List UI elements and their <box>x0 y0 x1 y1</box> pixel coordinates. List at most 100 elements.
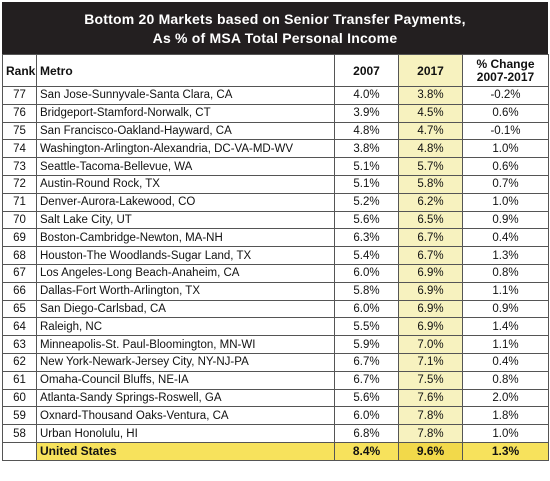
table-row: 66 Dallas-Fort Worth-Arlington, TX 5.8% 6.9… <box>2 281 549 301</box>
value-2017-cell: 6.9% <box>398 299 463 319</box>
value-2007-cell: 4.8% <box>334 121 399 141</box>
value-2017-cell: 7.0% <box>398 335 463 354</box>
metro-cell: Urban Honolulu, HI <box>36 424 335 443</box>
table-row: 73 Seattle-Tacoma-Bellevue, WA 5.1% 5.7% 0.6… <box>2 157 549 176</box>
header-metro: Metro <box>36 54 335 87</box>
rank-cell: 72 <box>2 174 37 194</box>
total-rank-cell <box>2 441 37 461</box>
metro-cell: Bridgeport-Stamford-Norwalk, CT <box>36 103 335 123</box>
value-2017-cell: 3.8% <box>398 86 463 105</box>
rank-cell: 62 <box>2 352 37 372</box>
header-change: % Change 2007-2017 <box>462 54 549 87</box>
rank-cell: 67 <box>2 263 37 283</box>
change-cell: 0.9% <box>462 210 549 230</box>
change-cell: 1.0% <box>462 139 549 159</box>
value-2007-cell: 5.5% <box>334 317 399 337</box>
table-row: 64 Raleigh, NC 5.5% 6.9% 1.4% <box>2 317 549 337</box>
value-2017-cell: 7.5% <box>398 370 463 390</box>
table-row: 77 San Jose-Sunnyvale-Santa Clara, CA 4.0%… <box>2 86 549 105</box>
metro-cell: Houston-The Woodlands-Sugar Land, TX <box>36 246 335 265</box>
value-2007-cell: 6.0% <box>334 299 399 319</box>
value-2007-cell: 5.8% <box>334 281 399 301</box>
change-cell: 0.8% <box>462 263 549 283</box>
value-2017-cell: 6.7% <box>398 228 463 248</box>
change-cell: 0.4% <box>462 352 549 372</box>
metro-cell: Raleigh, NC <box>36 317 335 337</box>
table-row: 62 New York-Newark-Jersey City, NY-NJ-PA 6… <box>2 352 549 372</box>
markets-table: Rank Metro 2007 2017 % Change 2007-2017 … <box>2 54 549 461</box>
metro-cell: San Francisco-Oakland-Hayward, CA <box>36 121 335 141</box>
rank-cell: 65 <box>2 299 37 319</box>
change-cell: 0.8% <box>462 370 549 390</box>
change-cell: 0.6% <box>462 157 549 176</box>
metro-cell: Salt Lake City, UT <box>36 210 335 230</box>
table-row: 59 Oxnard-Thousand Oaks-Ventura, CA 6.0% 7.… <box>2 406 549 426</box>
rank-cell: 69 <box>2 228 37 248</box>
rank-cell: 66 <box>2 281 37 301</box>
change-cell: 1.1% <box>462 335 549 354</box>
table-row: 74 Washington-Arlington-Alexandria, DC-VA… <box>2 139 549 159</box>
rank-cell: 71 <box>2 192 37 212</box>
value-2017-cell: 4.8% <box>398 139 463 159</box>
rank-cell: 68 <box>2 246 37 265</box>
total-2007-cell: 8.4% <box>334 441 399 461</box>
value-2007-cell: 5.6% <box>334 210 399 230</box>
rank-cell: 63 <box>2 335 37 354</box>
value-2017-cell: 7.8% <box>398 424 463 443</box>
value-2007-cell: 3.9% <box>334 103 399 123</box>
value-2017-cell: 7.6% <box>398 388 463 408</box>
value-2007-cell: 6.7% <box>334 352 399 372</box>
table-row: 58 Urban Honolulu, HI 6.8% 7.8% 1.0% <box>2 424 549 443</box>
table-row: 75 San Francisco-Oakland-Hayward, CA 4.8% 4… <box>2 121 549 141</box>
value-2007-cell: 5.1% <box>334 174 399 194</box>
table-row: 61 Omaha-Council Bluffs, NE-IA 6.7% 7.5% 0.8… <box>2 370 549 390</box>
total-metro-cell: United States <box>36 441 335 461</box>
change-cell: 1.0% <box>462 192 549 212</box>
table-body: 77 San Jose-Sunnyvale-Santa Clara, CA 4.0%… <box>2 86 549 461</box>
value-2017-cell: 6.5% <box>398 210 463 230</box>
total-change-cell: 1.3% <box>462 441 549 461</box>
value-2007-cell: 3.8% <box>334 139 399 159</box>
change-cell: 0.9% <box>462 299 549 319</box>
value-2017-cell: 6.9% <box>398 317 463 337</box>
value-2017-cell: 4.7% <box>398 121 463 141</box>
metro-cell: Seattle-Tacoma-Bellevue, WA <box>36 157 335 176</box>
value-2007-cell: 5.6% <box>334 388 399 408</box>
title-line-2: As % of MSA Total Personal Income <box>152 30 398 46</box>
rank-cell: 60 <box>2 388 37 408</box>
rank-cell: 58 <box>2 424 37 443</box>
rank-cell: 76 <box>2 103 37 123</box>
change-cell: 0.4% <box>462 228 549 248</box>
metro-cell: Denver-Aurora-Lakewood, CO <box>36 192 335 212</box>
rank-cell: 61 <box>2 370 37 390</box>
change-cell: 0.6% <box>462 103 549 123</box>
metro-cell: Minneapolis-St. Paul-Bloomington, MN-WI <box>36 335 335 354</box>
header-row: Rank Metro 2007 2017 % Change 2007-2017 <box>2 54 549 87</box>
metro-cell: Washington-Arlington-Alexandria, DC-VA-M… <box>36 139 335 159</box>
total-2017-cell: 9.6% <box>398 441 463 461</box>
table-row: 68 Houston-The Woodlands-Sugar Land, TX 5.… <box>2 246 549 265</box>
value-2007-cell: 5.4% <box>334 246 399 265</box>
value-2007-cell: 6.7% <box>334 370 399 390</box>
change-cell: -0.1% <box>462 121 549 141</box>
rank-cell: 77 <box>2 86 37 105</box>
metro-cell: San Diego-Carlsbad, CA <box>36 299 335 319</box>
header-rank: Rank <box>2 54 37 87</box>
header-change-line-1: % Change <box>476 56 535 71</box>
value-2007-cell: 6.3% <box>334 228 399 248</box>
change-cell: 1.0% <box>462 424 549 443</box>
header-change-line-2: 2007-2017 <box>476 69 535 84</box>
metro-cell: Dallas-Fort Worth-Arlington, TX <box>36 281 335 301</box>
table-row: 60 Atlanta-Sandy Springs-Roswell, GA 5.6% 7… <box>2 388 549 408</box>
value-2007-cell: 6.8% <box>334 424 399 443</box>
table-row: 76 Bridgeport-Stamford-Norwalk, CT 3.9% 4.5… <box>2 103 549 123</box>
header-2017: 2017 <box>398 54 463 87</box>
value-2017-cell: 4.5% <box>398 103 463 123</box>
value-2007-cell: 4.0% <box>334 86 399 105</box>
change-cell: 1.1% <box>462 281 549 301</box>
value-2007-cell: 6.0% <box>334 406 399 426</box>
metro-cell: Austin-Round Rock, TX <box>36 174 335 194</box>
rank-cell: 59 <box>2 406 37 426</box>
change-cell: 1.4% <box>462 317 549 337</box>
change-cell: 1.8% <box>462 406 549 426</box>
